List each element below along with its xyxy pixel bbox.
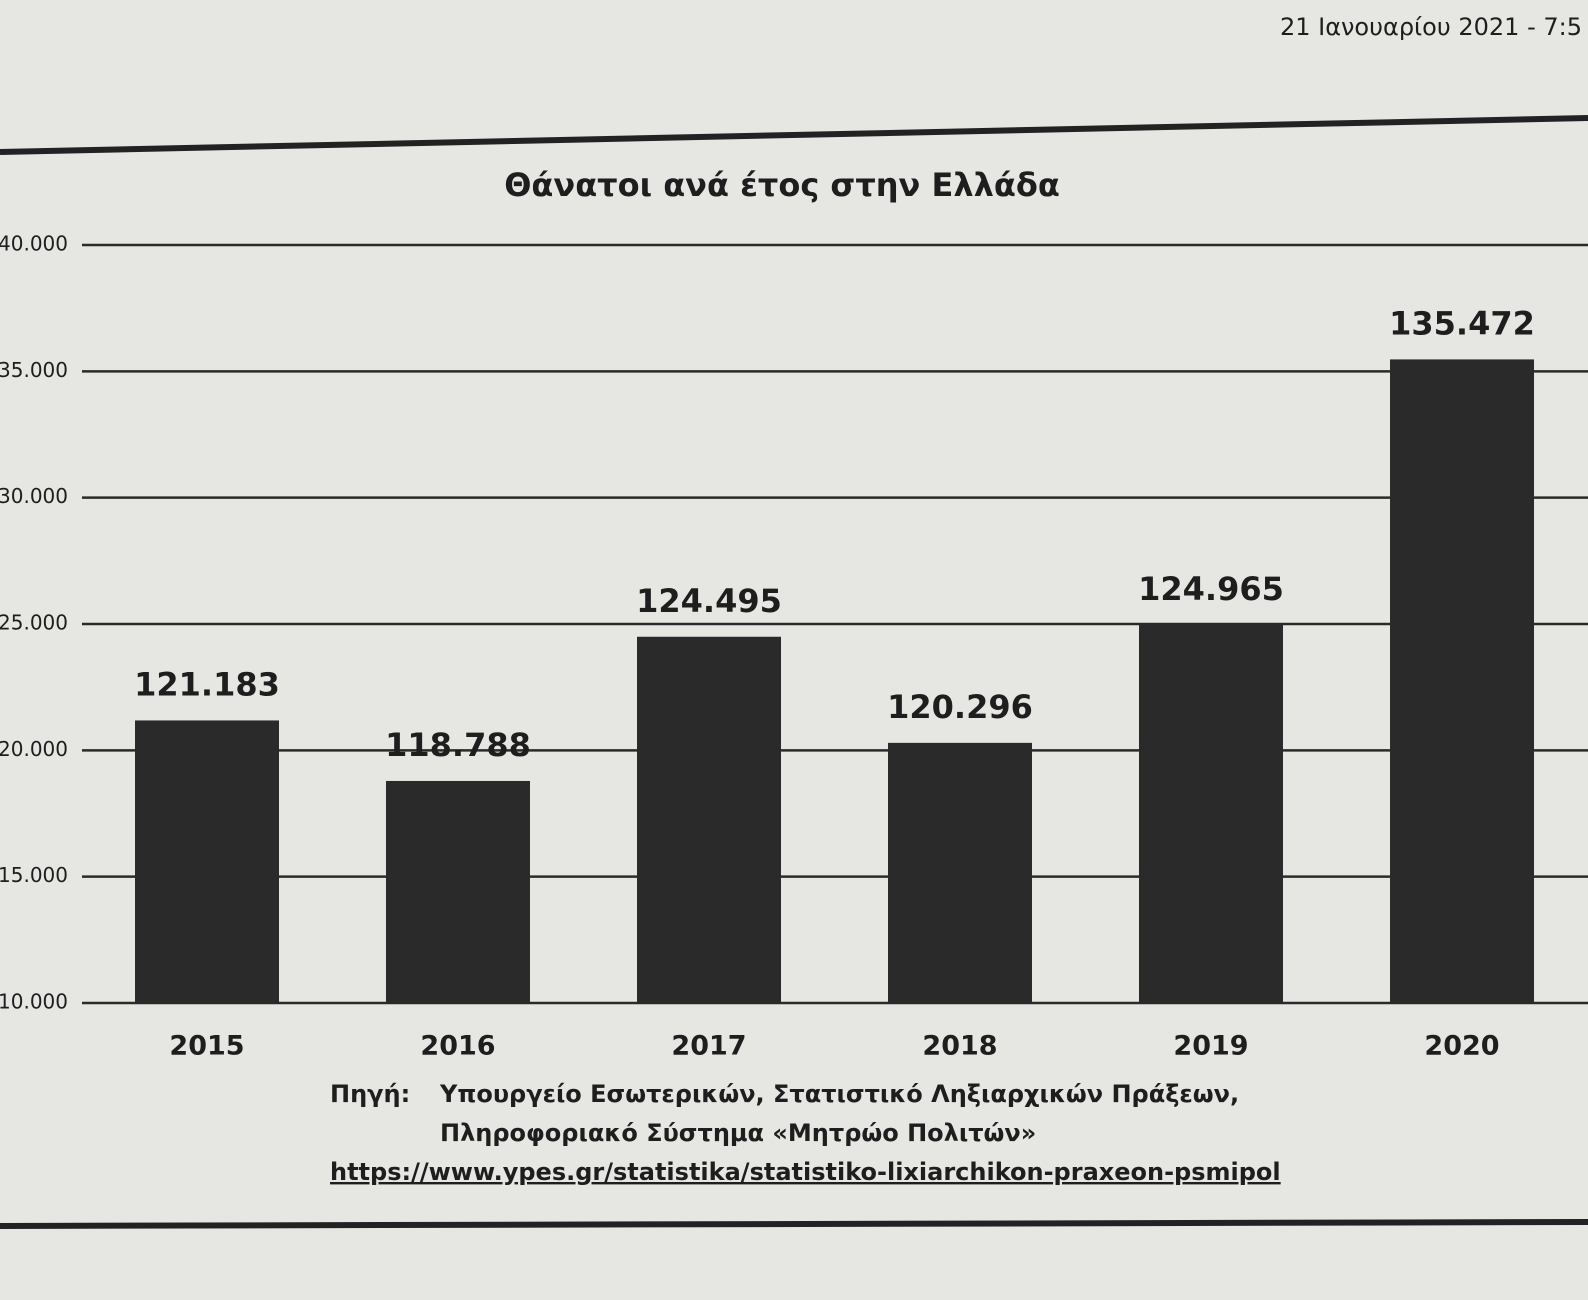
bar xyxy=(1390,359,1534,1003)
y-tick-label: 130.000 xyxy=(0,484,68,508)
value-label: 121.183 xyxy=(134,665,280,703)
x-tick-label: 2018 xyxy=(922,1031,997,1062)
bar xyxy=(888,742,1032,1003)
x-tick-label: 2016 xyxy=(420,1031,495,1062)
value-label: 120.296 xyxy=(887,688,1033,726)
value-label: 124.965 xyxy=(1138,570,1284,608)
y-tick-label: 115.000 xyxy=(0,863,68,887)
bar xyxy=(637,636,781,1003)
y-tick-label: 120.000 xyxy=(0,737,68,761)
top-rule xyxy=(0,115,1588,155)
bottom-rule xyxy=(0,1219,1588,1229)
y-tick-label: 140.000 xyxy=(0,232,68,256)
y-tick-label: 135.000 xyxy=(0,358,68,382)
bar xyxy=(386,780,530,1003)
x-tick-label: 2019 xyxy=(1173,1031,1248,1062)
date: 21 Ιανουαρίου 2021 - 7:5 xyxy=(1280,13,1582,41)
bar xyxy=(135,720,279,1003)
value-label: 118.788 xyxy=(385,726,531,764)
source-line: Πληροφοριακό Σύστημα «Μητρώο Πολιτών» xyxy=(440,1119,1036,1147)
x-tick-label: 2020 xyxy=(1424,1031,1499,1062)
y-tick-label: 125.000 xyxy=(0,611,68,635)
bar xyxy=(1139,624,1283,1003)
x-tick-label: 2015 xyxy=(169,1031,244,1062)
source-label: Πηγή: xyxy=(330,1080,410,1108)
x-tick-label: 2017 xyxy=(671,1031,746,1062)
value-label: 135.472 xyxy=(1389,304,1535,342)
y-tick-label: 110.000 xyxy=(0,990,68,1014)
source-url[interactable]: https://www.ypes.gr/statistika/statistik… xyxy=(330,1158,1281,1186)
source-line: Υπουργείο Εσωτερικών, Στατιστικό Ληξιαρχ… xyxy=(439,1080,1239,1108)
chart-title: Θάνατοι ανά έτος στην Ελλάδα xyxy=(504,166,1060,204)
value-label: 124.495 xyxy=(636,582,782,620)
